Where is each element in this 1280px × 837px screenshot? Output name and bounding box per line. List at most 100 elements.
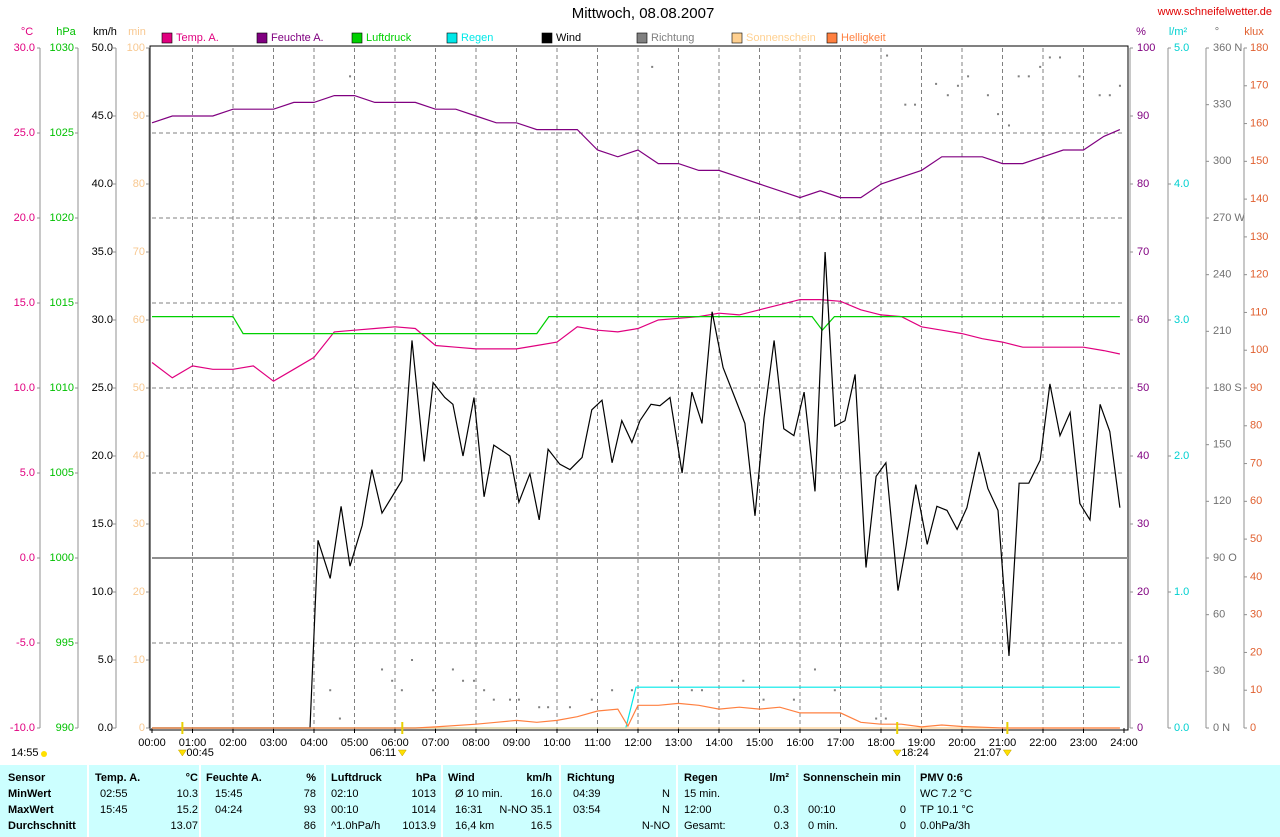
y-tick-label: 15.0 (14, 297, 35, 309)
annotation-label: 21:07 (974, 747, 1002, 759)
x-tick-label: 17:00 (827, 737, 855, 749)
y-tick-label: 130 (1250, 231, 1268, 243)
y-tick-label: 240 (1213, 269, 1231, 281)
direction-dot (833, 689, 836, 692)
series-line (152, 251, 1121, 729)
table-cell: 15:45 (100, 804, 128, 816)
y-tick-label: 0 (1250, 722, 1256, 734)
y-tick-label: 110 (1250, 306, 1268, 318)
x-tick-label: 21:00 (989, 737, 1017, 749)
direction-dot (517, 698, 520, 701)
y-tick-label: 90 O (1213, 552, 1237, 564)
annotation-label: 06:11 (370, 747, 397, 759)
table-header: PMV 0:6 (920, 772, 963, 784)
table-cell: 16:31 (455, 804, 483, 816)
y-tick-label: 30.0 (92, 314, 113, 326)
direction-dot (1059, 56, 1062, 59)
y-tick-label: 1015 (50, 297, 74, 309)
direction-dot (472, 679, 475, 682)
y-tick-label: 10 (1250, 684, 1262, 696)
legend-label: Regen (461, 32, 493, 44)
table-cell: Gesamt: (684, 820, 726, 832)
y-tick-label: 990 (56, 722, 74, 734)
table-cell: 02:10 (331, 788, 359, 800)
y-tick-label: 5.0 (1174, 42, 1189, 54)
series-line (152, 702, 1120, 729)
direction-dot (1007, 124, 1010, 127)
legend-swatch (161, 32, 173, 44)
table-cell: TP 10.1 °C (920, 804, 974, 816)
x-tick-label: 24:00 (1110, 737, 1138, 749)
axis-unit: % (1136, 26, 1146, 38)
y-tick-label: 330 (1213, 99, 1231, 111)
annotation-marker (397, 749, 407, 757)
y-tick-label: 1010 (50, 382, 74, 394)
table-cell: 1013.9 (402, 820, 436, 832)
y-tick-label: 40.0 (92, 178, 113, 190)
x-tick-label: 14:00 (705, 737, 733, 749)
y-tick-label: 2.0 (1174, 450, 1189, 462)
y-tick-label: 20.0 (92, 450, 113, 462)
table-cell: 0 (900, 804, 906, 816)
table-cell: 0.3 (774, 804, 789, 816)
x-tick-label: 18:00 (867, 737, 895, 749)
x-tick-label: 01:00 (179, 737, 207, 749)
y-tick-label: 1025 (50, 127, 74, 139)
y-tick-label: 0.0 (1174, 722, 1189, 734)
table-header: km/h (526, 772, 552, 784)
y-tick-label: 60 (1250, 495, 1262, 507)
y-tick-label: 50 (1250, 533, 1262, 545)
y-tick-label: 1.0 (1174, 586, 1189, 598)
table-cell: 0.3 (774, 820, 789, 832)
table-header: Sonnenschein min (803, 772, 901, 784)
y-tick-label: 40 (1250, 571, 1262, 583)
y-tick-label: 70 (1250, 457, 1262, 469)
direction-dot (400, 689, 403, 692)
y-tick-label: 20.0 (14, 212, 35, 224)
legend-label: Luftdruck (366, 32, 412, 44)
annotation-label: 14:55 (11, 747, 39, 759)
y-tick-label: 30 (133, 518, 145, 530)
series-line (151, 95, 1121, 199)
table-cell: 00:10 (331, 804, 359, 816)
table-cell: 16.5 (531, 820, 552, 832)
table-background (0, 765, 1280, 837)
x-tick-label: 02:00 (219, 737, 247, 749)
table-header: Luftdruck (331, 772, 383, 784)
axis-unit: klux (1244, 26, 1264, 38)
direction-dot (651, 65, 654, 68)
direction-dot (967, 75, 970, 78)
direction-dot (690, 689, 693, 692)
y-tick-label: 25.0 (14, 127, 35, 139)
table-cell: 13.07 (170, 820, 198, 832)
x-tick-label: 13:00 (665, 737, 693, 749)
x-tick-label: 08:00 (462, 737, 490, 749)
direction-dot (381, 668, 384, 671)
direction-dot (1039, 65, 1042, 68)
y-tick-label: 30 (1250, 609, 1262, 621)
direction-dot (1027, 75, 1030, 78)
table-cell: N-NO (642, 820, 671, 832)
table-header: hPa (416, 772, 437, 784)
direction-dot (462, 679, 465, 682)
legend-label: Wind (556, 32, 581, 44)
x-tick-label: 19:00 (908, 737, 936, 749)
y-tick-label: -10.0 (10, 722, 35, 734)
legend-swatch (256, 32, 268, 44)
table-cell: 1013 (412, 788, 436, 800)
table-cell: WC 7.2 °C (920, 788, 972, 800)
x-tick-label: 20:00 (948, 737, 976, 749)
legend-label: Richtung (651, 32, 694, 44)
y-tick-label: 1000 (50, 552, 74, 564)
y-tick-label: 15.0 (92, 518, 113, 530)
y-tick-label: 80 (1250, 420, 1262, 432)
table-cell: 10.3 (177, 788, 198, 800)
table-cell: 02:55 (100, 788, 128, 800)
direction-dot (884, 717, 887, 720)
direction-dot (1078, 75, 1081, 78)
direction-dot (590, 698, 593, 701)
x-tick-label: 00:00 (138, 737, 166, 749)
direction-dot (630, 689, 633, 692)
y-tick-label: 120 (1250, 269, 1268, 281)
x-tick-label: 07:00 (422, 737, 450, 749)
